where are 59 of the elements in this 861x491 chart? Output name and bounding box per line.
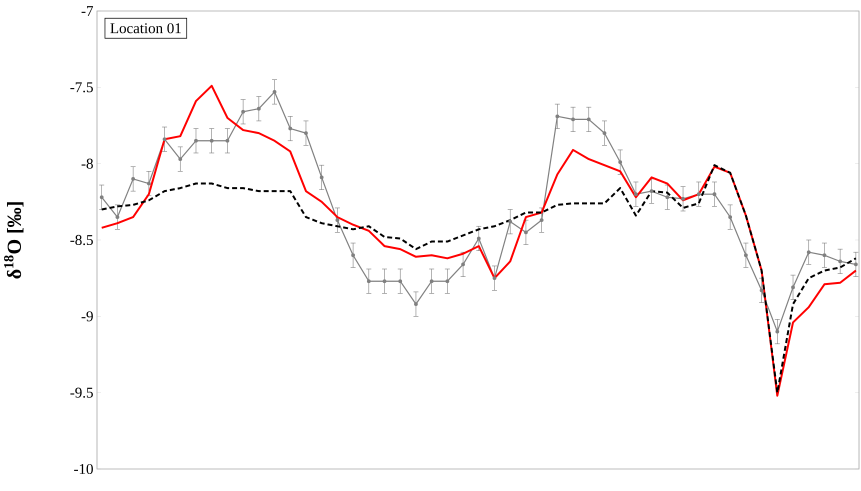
y-tick-label: -7.5 xyxy=(70,82,93,92)
y-axis-title: δ$^{18}$O [‰] xyxy=(4,202,24,278)
y-tick-label: -9 xyxy=(82,311,93,322)
point xyxy=(775,330,780,334)
point xyxy=(445,279,450,284)
point xyxy=(241,110,246,114)
y-tick-label: -7 xyxy=(82,6,94,16)
point xyxy=(398,279,402,284)
point xyxy=(366,279,371,284)
point xyxy=(540,218,544,222)
point xyxy=(335,218,340,222)
point xyxy=(728,215,732,219)
point xyxy=(100,195,104,200)
line-series xyxy=(100,84,857,397)
point xyxy=(634,192,638,196)
point xyxy=(178,157,182,161)
point xyxy=(760,288,764,292)
point xyxy=(508,220,512,224)
point xyxy=(210,138,214,143)
point xyxy=(524,230,528,234)
point xyxy=(696,192,701,196)
point xyxy=(116,215,120,219)
y-tick-label: -9.5 xyxy=(70,388,93,398)
point xyxy=(256,106,261,111)
y-tick-label: -10 xyxy=(74,464,93,474)
y-tick-label: -8 xyxy=(82,158,93,169)
point xyxy=(272,90,276,94)
point xyxy=(571,117,575,122)
point xyxy=(320,176,324,180)
point xyxy=(586,117,591,122)
point xyxy=(304,131,308,136)
point xyxy=(650,189,654,194)
point xyxy=(288,126,292,130)
point xyxy=(226,138,230,143)
point xyxy=(838,259,842,264)
point xyxy=(618,160,622,164)
point xyxy=(791,285,795,290)
point xyxy=(162,137,166,142)
point xyxy=(430,279,434,284)
point xyxy=(681,196,685,201)
annotation: Location 01 xyxy=(110,23,181,34)
point xyxy=(854,262,858,266)
point xyxy=(712,192,716,196)
point xyxy=(555,114,560,118)
point xyxy=(461,262,465,266)
point xyxy=(665,195,670,200)
point xyxy=(414,302,418,306)
point xyxy=(382,279,386,284)
point xyxy=(131,177,136,181)
point xyxy=(194,138,198,143)
point xyxy=(492,276,496,280)
point xyxy=(146,182,151,186)
point xyxy=(602,131,606,136)
y-tick-label: -8.5 xyxy=(70,234,93,246)
point xyxy=(806,250,811,254)
point xyxy=(744,253,748,258)
point xyxy=(351,253,355,258)
point xyxy=(822,253,826,258)
point xyxy=(476,236,481,240)
